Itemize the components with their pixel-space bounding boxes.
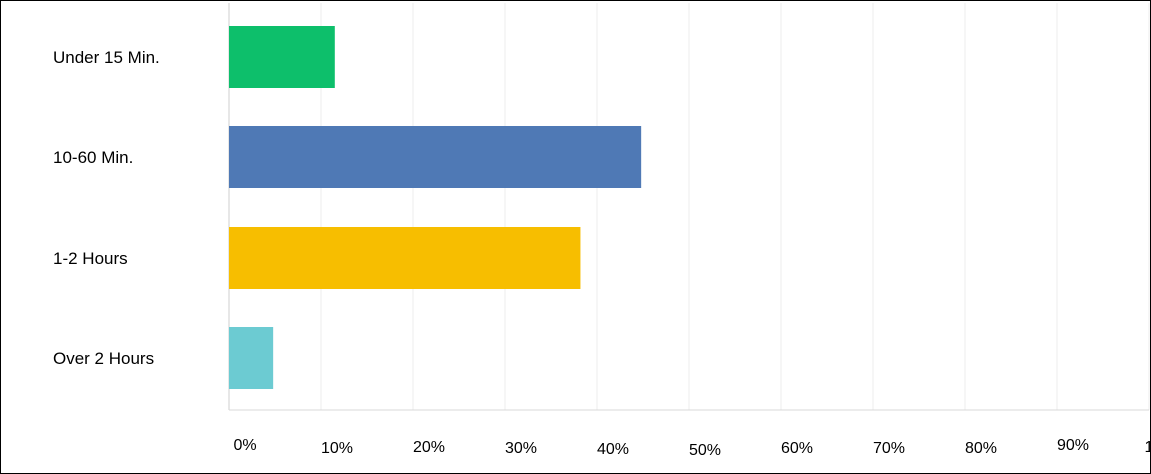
category-label: Under 15 Min. (53, 48, 160, 67)
x-tick-label: 50% (689, 442, 721, 459)
x-tick-label: 30% (505, 440, 537, 457)
bar (229, 26, 335, 88)
x-tick-label: 10% (321, 440, 353, 457)
x-tick-label: 100% (1145, 439, 1150, 456)
bar (229, 227, 581, 289)
x-tick-label: 20% (413, 439, 445, 456)
category-label: 10-60 Min. (53, 148, 133, 167)
x-tick-label: 40% (597, 441, 629, 458)
category-label: Over 2 Hours (53, 349, 154, 368)
x-tick-labels: 0% 10% 20% 30% 40% 50% 60% 70% 80% 90% 100% (233, 437, 1150, 459)
x-tick-label: 60% (781, 440, 813, 457)
gridlines (228, 3, 1150, 411)
x-tick-label: 80% (965, 440, 997, 457)
x-tick-label: 0% (233, 437, 256, 454)
x-tick-label: 90% (1057, 437, 1089, 454)
bar (229, 327, 274, 389)
bar (229, 126, 642, 188)
category-labels: Under 15 Min. 10-60 Min. 1-2 Hours Over 2 H… (53, 48, 160, 368)
category-label: 1-2 Hours (53, 249, 128, 268)
x-tick-label: 70% (873, 440, 905, 457)
bars (229, 26, 642, 389)
